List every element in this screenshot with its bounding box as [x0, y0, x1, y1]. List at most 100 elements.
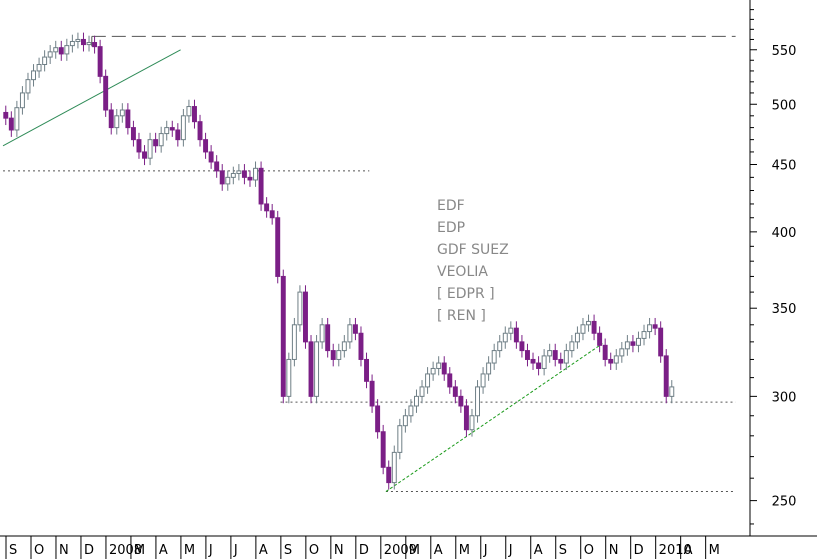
candle-down — [136, 139, 142, 153]
candle-down — [597, 332, 603, 346]
candle-down — [153, 139, 159, 147]
candle-up — [14, 107, 20, 131]
candle-up — [574, 332, 580, 343]
candle-down — [630, 341, 636, 346]
x-tick-label: J — [233, 543, 238, 558]
x-tick-label: A — [259, 543, 268, 558]
candle-down — [513, 327, 519, 343]
x-tick-label: D — [634, 543, 644, 558]
candle-down — [247, 176, 253, 181]
candle-up — [469, 415, 475, 431]
candle-down — [125, 109, 131, 129]
x-tick-label: M — [459, 543, 470, 558]
candle-up — [164, 127, 170, 135]
candle-down — [652, 324, 658, 329]
legend-entry: EDF — [437, 198, 465, 214]
candle-up — [397, 425, 403, 453]
x-tick-label: M — [134, 543, 145, 558]
candle-down — [264, 203, 270, 212]
candle-down — [552, 350, 558, 360]
x-tick-label: A — [534, 543, 543, 558]
legend-entry: EDP — [437, 220, 466, 236]
y-tick-label: 350 — [772, 302, 797, 317]
candle-down — [219, 170, 225, 185]
candle-down — [364, 358, 369, 382]
candle-down — [558, 358, 564, 364]
candle-down — [197, 121, 203, 141]
candle-down — [130, 127, 136, 141]
x-tick-label: S — [559, 543, 567, 558]
legend: EDF EDP GDF SUEZ VEOLIA [ EDPR ] [ REN ] — [437, 195, 509, 327]
candle-up — [419, 386, 425, 397]
candle-up — [25, 79, 31, 94]
candle-up — [314, 341, 320, 397]
candle-up — [497, 341, 503, 352]
candle-down — [463, 405, 469, 431]
candle-up — [547, 350, 553, 357]
candle-down — [103, 75, 109, 111]
trendline — [385, 343, 603, 492]
candle-down — [8, 117, 14, 131]
x-tick-label: N — [609, 543, 619, 558]
candle-down — [608, 358, 614, 364]
trendline — [2, 49, 181, 147]
candle-up — [64, 45, 70, 55]
candle-up — [414, 395, 419, 407]
candle-down — [269, 210, 275, 219]
candle-up — [580, 324, 586, 334]
candle-down — [330, 350, 336, 360]
y-tick-label: 400 — [772, 226, 797, 241]
x-tick-label: J — [508, 543, 513, 558]
candle-up — [31, 70, 36, 81]
candle-up — [147, 139, 153, 159]
x-tick-label: 2010 — [659, 543, 692, 558]
x-tick-label: A — [159, 543, 168, 558]
candle-up — [53, 47, 59, 53]
candle-up — [408, 405, 414, 417]
x-tick-label: O — [34, 543, 44, 558]
reference-lines — [2, 35, 736, 493]
candle-down — [92, 42, 98, 48]
candle-up — [491, 350, 497, 364]
candle-up — [186, 106, 192, 117]
candle-up — [430, 367, 436, 375]
x-tick-label: S — [284, 543, 292, 558]
candle-down — [447, 373, 453, 388]
x-tick-label: A — [684, 543, 693, 558]
candle-up — [475, 386, 480, 417]
x-tick-label: O — [584, 543, 594, 558]
candle-up — [114, 115, 120, 129]
candle-up — [502, 332, 508, 343]
candle-down — [352, 324, 358, 334]
candle-up — [236, 170, 242, 174]
y-tick-label: 250 — [772, 495, 797, 510]
candle-down — [663, 355, 669, 397]
candle-up — [158, 133, 164, 147]
candle-down — [203, 139, 209, 153]
candle-down — [591, 320, 597, 334]
candle-up — [641, 331, 647, 339]
candle-down — [441, 362, 447, 375]
candle-up — [319, 324, 325, 343]
candle-up — [297, 291, 303, 326]
candle-up — [647, 324, 653, 333]
candle-down — [658, 327, 664, 357]
candle-up — [86, 42, 92, 46]
candle-up — [19, 92, 25, 109]
candle-up — [541, 355, 547, 369]
x-tick-label: M — [709, 543, 720, 558]
x-tick-label: M — [409, 543, 420, 558]
legend-entry: [ REN ] — [437, 308, 486, 324]
candle-up — [436, 362, 442, 369]
candle-down — [325, 324, 331, 352]
candle-up — [341, 341, 347, 352]
x-tick-label: N — [334, 543, 344, 558]
legend-entry: VEOLIA — [437, 264, 488, 280]
candle-up — [486, 362, 492, 375]
candle-down — [108, 109, 114, 129]
x-tick-label: M — [184, 543, 195, 558]
candle-down — [275, 217, 281, 277]
candle-up — [619, 348, 625, 357]
candle-down — [97, 46, 103, 77]
candle-up — [402, 415, 408, 427]
